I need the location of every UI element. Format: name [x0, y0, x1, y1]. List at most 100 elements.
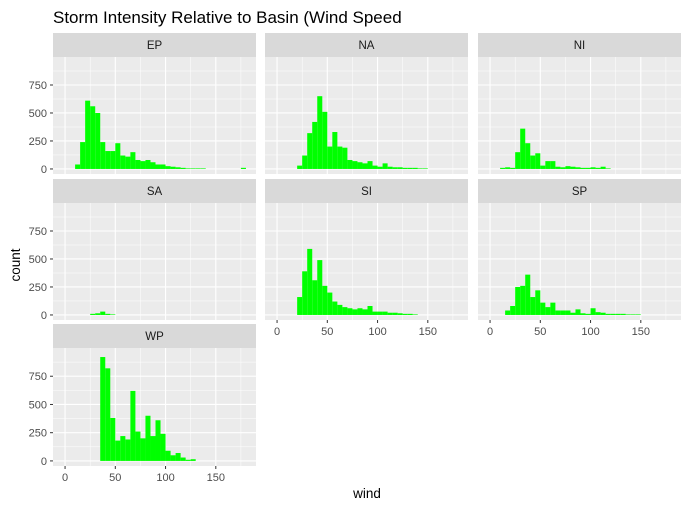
panel-background: [265, 203, 468, 320]
histogram-bar: [595, 312, 601, 315]
histogram-bar: [580, 313, 586, 315]
x-tick-label: 0: [274, 326, 280, 338]
histogram-bar: [412, 314, 418, 315]
histogram-bar: [585, 167, 591, 169]
histogram-bar: [412, 167, 418, 169]
histogram-bar: [332, 301, 338, 315]
histogram-bar: [125, 156, 131, 169]
histogram-bar: [105, 151, 111, 169]
histogram-bar: [407, 167, 413, 169]
histogram-bar: [635, 314, 641, 315]
histogram-bar: [377, 311, 383, 315]
histogram-bar: [130, 152, 136, 169]
histogram-bar: [180, 457, 186, 461]
histogram-bar: [510, 306, 516, 315]
histogram-bar: [125, 439, 131, 461]
histogram-bar: [595, 167, 601, 169]
histogram-bar: [135, 160, 141, 169]
histogram-bar: [545, 161, 551, 169]
histogram-bar: [575, 167, 581, 169]
x-tick-label: 150: [419, 326, 437, 338]
histogram-bar: [505, 167, 511, 169]
histogram-bar: [302, 271, 308, 315]
histogram-bar: [140, 438, 146, 461]
histogram-bar: [155, 420, 161, 461]
histogram-bar: [570, 312, 576, 315]
histogram-bar: [525, 143, 531, 169]
histogram-bar: [630, 314, 636, 315]
histogram-bar: [417, 168, 423, 169]
panel-background: [265, 57, 468, 174]
histogram-bar: [115, 440, 121, 461]
histogram-bar: [382, 311, 388, 315]
histogram-bar: [565, 166, 571, 169]
facet-label-ep: EP: [147, 40, 163, 52]
histogram-bar: [337, 146, 343, 169]
histogram-bar: [407, 313, 413, 315]
histogram-bar: [190, 459, 196, 461]
histogram-bar: [550, 161, 556, 169]
histogram-bar: [550, 302, 556, 315]
histogram-bar: [170, 455, 176, 461]
histogram-bar: [545, 307, 551, 315]
histogram-bar: [560, 167, 566, 169]
histogram-bar: [402, 167, 408, 169]
facet-strip-ni: [478, 33, 681, 57]
histogram-bar: [620, 313, 626, 315]
x-tick-label: 0: [62, 472, 68, 484]
facet-strip-sp: [478, 179, 681, 203]
histogram-bar: [510, 167, 516, 169]
facet-panel-na: NA: [265, 33, 468, 174]
histogram-bar: [130, 390, 136, 461]
histogram-bar: [392, 312, 398, 315]
histogram-bar: [580, 167, 586, 169]
histogram-bar: [312, 121, 318, 169]
x-tick-label: 150: [632, 326, 650, 338]
panel-background: [478, 57, 681, 174]
histogram-bar: [535, 153, 541, 169]
histogram-bar: [347, 160, 353, 169]
histogram-bar: [520, 285, 526, 315]
facet-strip-ep: [53, 33, 256, 57]
histogram-bar: [297, 297, 303, 315]
histogram-bar: [505, 310, 511, 315]
histogram-bar: [342, 147, 348, 169]
histogram-bar: [195, 168, 201, 169]
histogram-bar: [317, 96, 323, 169]
y-tick-label: 750: [29, 226, 47, 238]
histogram-bar: [352, 309, 358, 315]
panel-background: [53, 203, 256, 320]
histogram-bar: [402, 313, 408, 315]
histogram-bar: [585, 313, 591, 315]
histogram-bar: [85, 100, 91, 169]
y-tick-label: 500: [29, 399, 47, 411]
y-tick-label: 750: [29, 80, 47, 92]
facet-panel-wp: WP 0 250 500 750 0 50 100 150: [29, 324, 256, 484]
histogram-bar: [362, 163, 368, 169]
histogram-bar: [422, 168, 428, 169]
y-axis-title: count: [8, 248, 23, 281]
facet-label-sa: SA: [147, 186, 163, 198]
histogram-bar: [100, 311, 106, 315]
histogram-bar: [307, 133, 313, 169]
histogram-bar: [302, 155, 308, 169]
histogram-bar: [387, 166, 393, 169]
histogram-bar: [155, 164, 161, 169]
facet-strip-sa: [53, 179, 256, 203]
histogram-bar: [140, 161, 146, 169]
histogram-bar: [530, 297, 536, 315]
histogram-bar: [367, 161, 373, 169]
histogram-bar: [95, 313, 101, 315]
histogram-bar: [530, 155, 536, 169]
histogram-bar: [387, 312, 393, 315]
facet-label-si: SI: [361, 186, 372, 198]
histogram-bar: [185, 459, 191, 461]
y-tick-label: 0: [41, 456, 47, 468]
x-tick-label: 50: [109, 472, 121, 484]
histogram-bar: [575, 309, 581, 315]
histogram-bar: [307, 248, 313, 315]
histogram-bar: [190, 168, 196, 169]
chart-title: Storm Intensity Relative to Basin (Wind …: [53, 8, 402, 27]
histogram-bar: [80, 142, 86, 169]
